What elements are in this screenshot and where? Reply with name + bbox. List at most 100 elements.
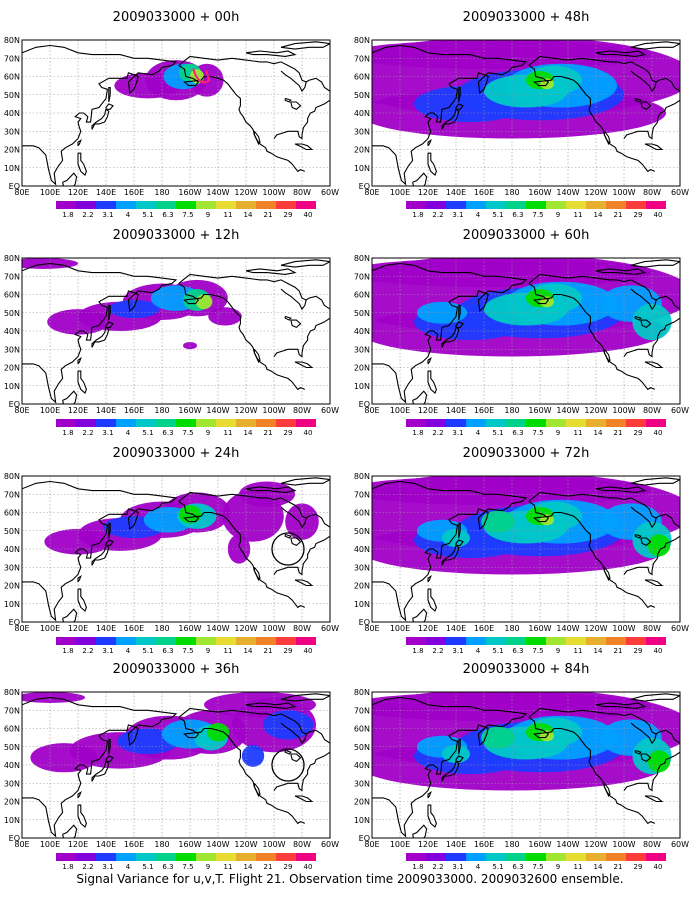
lon-tick-label: 80W [293, 188, 311, 197]
colorbar-swatch [136, 201, 156, 209]
colorbar-label: 29 [284, 429, 293, 437]
lon-tick-label: 120W [584, 624, 607, 633]
graticule [372, 40, 680, 186]
colorbar-label: 7.5 [532, 429, 543, 437]
colorbar-swatch [546, 419, 566, 427]
lon-tick-label: 180 [504, 406, 519, 415]
map-frame [21, 39, 331, 187]
colorbar-label: 29 [284, 647, 293, 655]
lat-tick-label: 40N [4, 545, 20, 554]
colorbar-swatch [116, 201, 136, 209]
lat-tick-label: 40N [4, 109, 20, 118]
lon-tick-label: 80E [364, 840, 379, 849]
lon-tick-label: 160E [124, 188, 144, 197]
lat-tick-label: 20N [354, 146, 370, 155]
lon-tick-label: 100E [40, 840, 60, 849]
coastlines [22, 41, 330, 186]
lat-tick-label: 80N [4, 688, 20, 697]
lon-tick-label: 80W [643, 406, 661, 415]
colorbar-label: 11 [574, 429, 583, 437]
colorbar-label: 21 [264, 429, 273, 437]
lon-tick-label: 120W [584, 840, 607, 849]
colorbar-label: 5.1 [492, 429, 503, 437]
lon-tick-label: 160W [178, 188, 201, 197]
lon-tick-label: 100W [612, 624, 635, 633]
lon-tick-label: 100E [390, 624, 410, 633]
colorbar-label: 6.3 [162, 647, 173, 655]
coastlines [372, 477, 680, 622]
lon-tick-label: 140W [556, 840, 579, 849]
colorbar-swatch [526, 853, 546, 861]
map-panel-12h: 2009033000 + 12h 80E 100E 120E 140E 160E 180 16… [4, 228, 339, 437]
panel-title: 2009033000 + 60h [463, 228, 590, 243]
panel-title: 2009033000 + 84h [463, 662, 590, 677]
colorbar-swatch [566, 201, 586, 209]
colorbar-swatch [406, 419, 426, 427]
colorbar-swatch [586, 853, 606, 861]
variance-contour [206, 723, 230, 742]
lat-tick-label: 10N [354, 816, 370, 825]
lat-tick-label: 10N [354, 164, 370, 173]
lon-tick-label: 120E [418, 840, 438, 849]
colorbar-swatch [196, 637, 216, 645]
colorbar-label: 9 [206, 211, 210, 219]
lon-tick-label: 120W [234, 188, 257, 197]
colorbar-label: 21 [264, 647, 273, 655]
lon-tick-label: 120E [68, 840, 88, 849]
lat-tick-label: 20N [354, 798, 370, 807]
lon-tick-label: 180 [154, 840, 169, 849]
colorbar-swatch [216, 637, 236, 645]
lon-tick-label: 60W [671, 840, 689, 849]
lat-tick-label: 20N [4, 798, 20, 807]
colorbar: 1.8 2.2 3.1 4 5.1 6.3 7.5 9 11 14 21 29 40 [56, 201, 316, 219]
colorbar-swatch [466, 201, 486, 209]
lon-tick-label: 160E [124, 624, 144, 633]
colorbar-label: 14 [594, 429, 603, 437]
lat-tick-label: 50N [354, 309, 370, 318]
colorbar-swatch [196, 201, 216, 209]
lon-tick-label: 80E [14, 624, 29, 633]
colorbar-swatch [136, 637, 156, 645]
colorbar-swatch [196, 853, 216, 861]
colorbar-swatch [296, 637, 316, 645]
variance-field [22, 692, 316, 773]
lon-tick-label: 120E [68, 188, 88, 197]
colorbar-swatch [216, 419, 236, 427]
colorbar-label: 1.8 [62, 863, 73, 871]
target-circle [271, 532, 305, 566]
panel-title: 2009033000 + 36h [113, 662, 240, 677]
colorbar-swatch [136, 853, 156, 861]
colorbar-label: 1.8 [62, 211, 73, 219]
lat-tick-label: 60N [4, 725, 20, 734]
map-frame [21, 475, 331, 623]
colorbar-swatch [96, 637, 116, 645]
lon-tick-label: 160W [178, 840, 201, 849]
colorbar-swatch [76, 201, 96, 209]
colorbar-label: 2.2 [432, 211, 443, 219]
map-frame [21, 691, 331, 839]
colorbar-swatch [216, 201, 236, 209]
colorbar-label: 1.8 [412, 211, 423, 219]
lon-tick-label: 100W [612, 406, 635, 415]
colorbar-label: 5.1 [492, 211, 503, 219]
panel-title: 2009033000 + 00h [113, 10, 240, 25]
lon-tick-label: 80W [293, 406, 311, 415]
map-panel-0h: 2009033000 + 00h 80E 100E 120E 140E 160E 180 16… [4, 10, 339, 219]
colorbar-swatch [176, 419, 196, 427]
graticule [372, 476, 680, 622]
lat-tick-label: 70N [354, 490, 370, 499]
colorbar-label: 2.2 [432, 647, 443, 655]
colorbar-swatch [96, 419, 116, 427]
colorbar-label: 6.3 [162, 211, 173, 219]
colorbar-swatch [216, 853, 236, 861]
colorbar-swatch [606, 201, 626, 209]
colorbar: 1.8 2.2 3.1 4 5.1 6.3 7.5 9 11 14 21 29 40 [56, 419, 316, 437]
lon-tick-label: 100W [262, 840, 285, 849]
lon-tick-label: 180 [154, 188, 169, 197]
variance-contour [208, 307, 242, 326]
coastlines [22, 477, 330, 622]
lon-tick-label: 180 [504, 840, 519, 849]
variance-contour [108, 299, 160, 319]
lon-tick-label: 80E [14, 406, 29, 415]
